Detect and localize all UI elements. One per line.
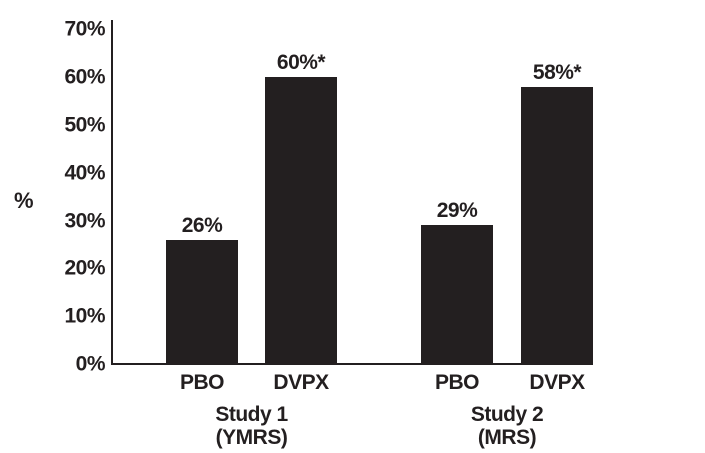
y-tick-label-10: 10%	[64, 304, 105, 328]
bar-value-label-pbo-study-2: 29%	[436, 199, 478, 222]
x-category-label-dvpx-study-1: DVPX	[273, 371, 329, 394]
y-tick-label-60: 60%	[64, 65, 105, 89]
group-sublabel-ymrs: (YMRS)	[215, 426, 288, 449]
x-category-label-pbo-study-2: PBO	[434, 371, 480, 394]
y-tick-label-0: 0%	[75, 352, 106, 376]
x-category-label-dvpx-study-2: DVPX	[529, 371, 585, 394]
y-tick-label-70: 70%	[64, 17, 105, 41]
bar-value-label-dvpx-study-1: 60%*	[276, 51, 326, 74]
group-label-study-2: Study 2	[470, 403, 544, 426]
bar-pbo-study-2	[421, 225, 493, 364]
bar-dvpx-study-1	[265, 77, 337, 364]
y-tick-label-30: 30%	[64, 209, 105, 233]
y-axis	[111, 20, 113, 365]
group-sublabel-mrs: (MRS)	[477, 426, 537, 449]
group-label-study-1: Study 1	[215, 403, 288, 426]
y-axis-label: %	[14, 188, 34, 213]
y-tick-label-50: 50%	[64, 113, 105, 137]
y-tick-label-40: 40%	[64, 161, 105, 185]
bar-dvpx-study-2	[521, 87, 593, 364]
y-tick-label-20: 20%	[64, 256, 105, 280]
x-category-label-pbo-study-1: PBO	[179, 371, 225, 394]
bar-pbo-study-1	[166, 240, 238, 364]
bar-value-label-dvpx-study-2: 58%*	[532, 61, 582, 84]
bar-value-label-pbo-study-1: 26%	[181, 214, 223, 237]
x-axis	[111, 363, 593, 365]
